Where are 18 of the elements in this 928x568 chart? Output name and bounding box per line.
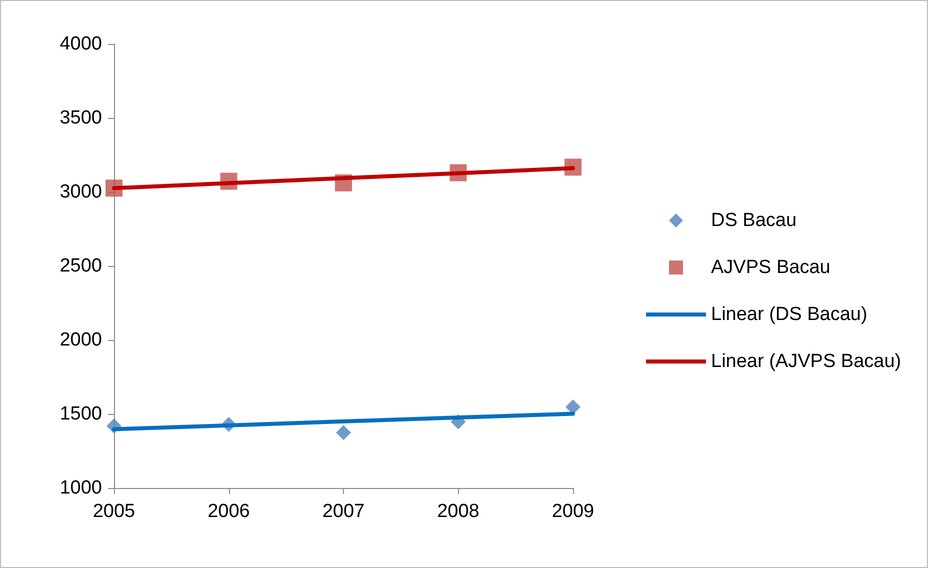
y-tick-label: 1500 — [60, 404, 102, 424]
x-tick-label: 2007 — [322, 501, 365, 522]
y-tick-label: 1000 — [60, 478, 102, 498]
legend-label: Linear (DS Bacau) — [711, 304, 868, 325]
x-tick-label: 2006 — [208, 501, 250, 522]
x-tick-label: 2009 — [552, 501, 594, 522]
legend-label: AJVPS Bacau — [711, 257, 830, 278]
y-tick-label: 2000 — [60, 330, 102, 350]
y-tick-label: 2500 — [60, 256, 102, 276]
y-tick-label: 3500 — [60, 108, 102, 128]
x-tick-label: 2005 — [92, 501, 136, 522]
point — [336, 425, 351, 440]
y-tick-label: 3000 — [60, 182, 102, 202]
legend-label: Linear (AJVPS Bacau) — [711, 351, 902, 372]
y-tick-label: 4000 — [60, 34, 102, 54]
point — [566, 400, 580, 415]
legend-label: DS Bacau — [711, 210, 797, 231]
x-tick-label: 2008 — [437, 501, 480, 522]
